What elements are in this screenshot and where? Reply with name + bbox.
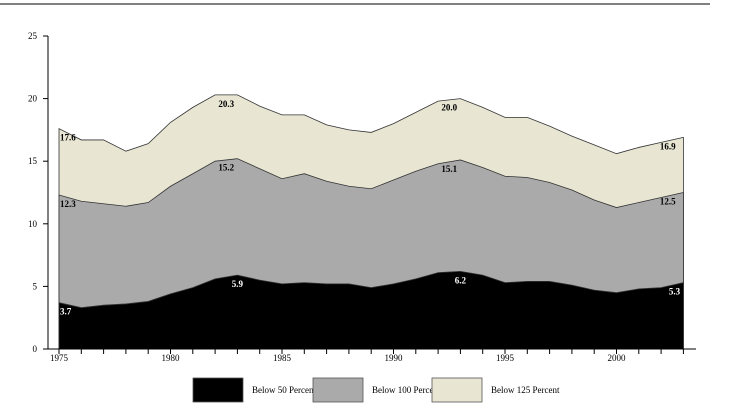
y-tick-label: 15	[28, 156, 38, 166]
y-tick-label: 5	[33, 281, 38, 291]
y-tick-label: 10	[28, 219, 38, 229]
data-label: 6.2	[455, 275, 467, 285]
legend-label: Below 100 Percent	[372, 385, 441, 395]
legend-label: Below 50 Percent	[252, 385, 316, 395]
x-tick-label: 2000	[608, 353, 627, 363]
data-label: 17.6	[60, 133, 76, 143]
y-tick-label: 25	[28, 31, 38, 41]
data-label: 15.2	[218, 163, 234, 173]
data-label: 15.1	[441, 164, 457, 174]
area-below-50-percent	[58, 270, 684, 350]
data-label: 12.3	[60, 199, 76, 209]
legend-swatch	[192, 377, 244, 403]
y-tick-label: 0	[33, 344, 38, 354]
data-label: 20.3	[218, 99, 234, 109]
x-tick-label: 1990	[385, 353, 404, 363]
data-label: 12.5	[660, 197, 676, 207]
data-label: 3.7	[60, 307, 72, 317]
legend-swatch	[431, 377, 483, 403]
y-tick-label: 20	[28, 94, 38, 104]
x-tick-label: 1975	[50, 353, 69, 363]
x-tick-label: 1995	[496, 353, 515, 363]
legend-label: Below 125 Percent	[491, 385, 560, 395]
x-tick-label: 1985	[273, 353, 292, 363]
legend-swatch	[312, 377, 364, 403]
data-label: 5.3	[669, 287, 681, 297]
data-label: 20.0	[441, 103, 457, 113]
data-label: 5.9	[232, 279, 244, 289]
data-label: 16.9	[660, 141, 676, 151]
x-tick-label: 1980	[162, 353, 181, 363]
